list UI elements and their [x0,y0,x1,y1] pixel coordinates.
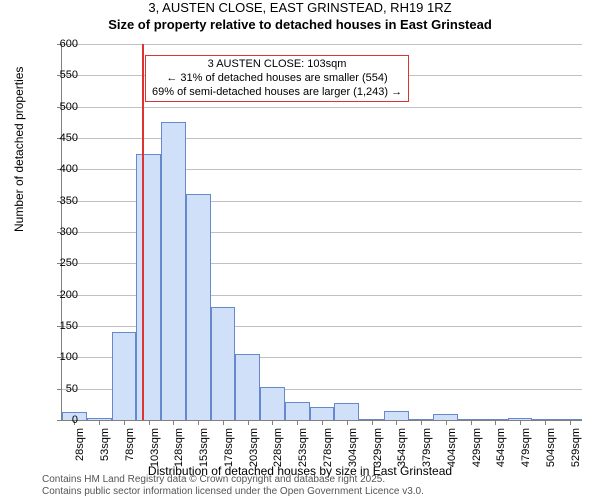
x-tick-label: 103sqm [149,428,161,478]
y-tick-label: 400 [44,163,78,175]
info-box-line1: 3 AUSTEN CLOSE: 103sqm [152,58,402,72]
reference-info-box: 3 AUSTEN CLOSE: 103sqm ← 31% of detached… [145,55,409,102]
info-box-line2: ← 31% of detached houses are smaller (55… [152,72,402,86]
x-tick-mark [471,420,472,425]
grid-line [62,107,582,108]
histogram-bar [136,154,161,420]
histogram-bar [112,332,137,420]
reference-line [142,44,144,420]
x-tick-mark [520,420,521,425]
histogram-bar [334,403,359,420]
x-tick-mark [173,420,174,425]
x-tick-mark [198,420,199,425]
x-tick-label: 228sqm [272,428,284,478]
y-tick-label: 350 [44,195,78,207]
y-tick-label: 600 [44,38,78,50]
histogram-bar [260,387,285,420]
histogram-bar [384,411,409,420]
histogram-bar [235,354,260,420]
x-tick-label: 253sqm [297,428,309,478]
x-tick-label: 379sqm [421,428,433,478]
x-tick-label: 504sqm [545,428,557,478]
x-tick-label: 429sqm [471,428,483,478]
x-tick-label: 454sqm [495,428,507,478]
x-tick-label: 304sqm [347,428,359,478]
y-tick-label: 500 [44,101,78,113]
y-tick-label: 450 [44,132,78,144]
x-tick-label: 28sqm [74,428,86,478]
histogram-chart: 3 AUSTEN CLOSE: 103sqm ← 31% of detached… [62,44,582,420]
y-tick-label: 100 [44,351,78,363]
x-tick-mark [99,420,100,425]
y-tick-label: 200 [44,289,78,301]
x-tick-mark [495,420,496,425]
x-tick-label: 278sqm [322,428,334,478]
y-tick-label: 150 [44,320,78,332]
histogram-bar [285,402,310,420]
x-tick-label: 354sqm [396,428,408,478]
x-tick-mark [545,420,546,425]
x-tick-mark [124,420,125,425]
histogram-bar [211,307,236,420]
x-tick-label: 404sqm [446,428,458,478]
page-title-line1: 3, AUSTEN CLOSE, EAST GRINSTEAD, RH19 1R… [0,0,600,17]
y-tick-label: 300 [44,226,78,238]
x-tick-mark [297,420,298,425]
plot-area: 3 AUSTEN CLOSE: 103sqm ← 31% of detached… [62,44,582,420]
x-tick-label: 529sqm [570,428,582,478]
x-tick-label: 53sqm [99,428,111,478]
x-tick-mark [248,420,249,425]
y-tick-label: 0 [44,414,78,426]
x-tick-mark [149,420,150,425]
x-tick-label: 203sqm [248,428,260,478]
y-tick-label: 50 [44,383,78,395]
y-tick-label: 550 [44,69,78,81]
y-axis-label: Number of detached properties [12,67,26,232]
histogram-bar [161,122,186,420]
histogram-bar [186,194,211,420]
x-tick-mark [272,420,273,425]
x-tick-mark [347,420,348,425]
histogram-bar [310,407,335,420]
x-tick-label: 329sqm [372,428,384,478]
footer-line2: Contains public sector information licen… [42,486,424,498]
x-tick-mark [372,420,373,425]
x-tick-label: 128sqm [173,428,185,478]
x-tick-label: 479sqm [520,428,532,478]
info-box-line3: 69% of semi-detached houses are larger (… [152,86,402,100]
y-tick-label: 250 [44,257,78,269]
x-tick-mark [421,420,422,425]
x-tick-label: 153sqm [198,428,210,478]
grid-line [62,44,582,45]
x-tick-mark [223,420,224,425]
x-tick-mark [570,420,571,425]
grid-line [62,138,582,139]
x-tick-label: 78sqm [124,428,136,478]
x-tick-mark [446,420,447,425]
x-tick-mark [396,420,397,425]
page-title-line2: Size of property relative to detached ho… [0,17,600,34]
x-tick-label: 178sqm [223,428,235,478]
x-tick-mark [322,420,323,425]
